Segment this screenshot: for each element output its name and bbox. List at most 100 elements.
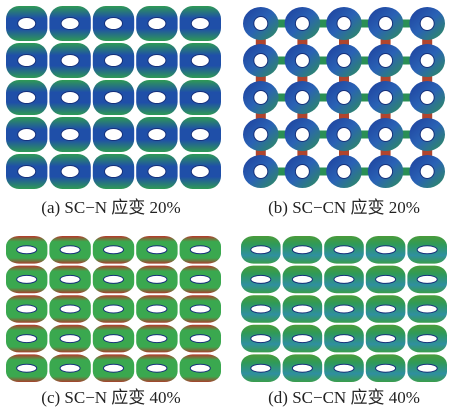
cell-hole xyxy=(146,334,168,344)
connector xyxy=(276,93,287,102)
cell-hole xyxy=(333,274,355,284)
cell-hole xyxy=(375,304,397,314)
cell-hole xyxy=(59,245,81,255)
cell-hole xyxy=(294,53,310,68)
connector xyxy=(276,167,287,176)
cell-hole xyxy=(147,128,167,141)
connector xyxy=(401,56,412,65)
cell-hole xyxy=(294,164,310,179)
cell-hole xyxy=(378,127,394,142)
connector xyxy=(359,130,370,139)
connector xyxy=(276,130,287,139)
cell-hole xyxy=(16,274,38,284)
cell-hole xyxy=(60,128,80,141)
cell-hole xyxy=(333,304,355,314)
connector xyxy=(339,149,349,157)
cell-hole xyxy=(60,165,80,178)
connector xyxy=(255,112,266,120)
connector xyxy=(255,38,266,46)
connector xyxy=(401,167,412,176)
cell-hole xyxy=(147,54,167,67)
cell-hole xyxy=(104,54,123,67)
connector xyxy=(297,112,308,120)
cell-hole xyxy=(416,363,438,373)
cell-hole xyxy=(103,274,124,284)
panel-caption: (b) SC−CN 应变 20% xyxy=(268,198,420,217)
cell-hole xyxy=(291,334,313,344)
connector xyxy=(359,167,370,176)
connector xyxy=(380,75,391,83)
cell-hole xyxy=(103,304,124,314)
cell-hole xyxy=(103,363,124,373)
cell-hole xyxy=(16,363,38,373)
cell-hole xyxy=(189,245,211,255)
connector xyxy=(318,93,329,102)
connector xyxy=(380,38,391,46)
cell-hole xyxy=(294,127,310,142)
cell-hole xyxy=(253,90,269,105)
cell-hole xyxy=(253,16,269,31)
cell-hole xyxy=(104,17,123,30)
connector xyxy=(359,19,370,28)
cell-hole xyxy=(291,274,313,284)
cell-hole xyxy=(103,245,124,255)
connector xyxy=(380,112,391,120)
cell-hole xyxy=(17,128,37,141)
cell-hole xyxy=(250,274,272,284)
cell-hole xyxy=(336,164,352,179)
cell-hole xyxy=(291,363,313,373)
cell-hole xyxy=(146,363,168,373)
connector xyxy=(359,93,370,102)
cell-hole xyxy=(294,16,310,31)
cell-hole xyxy=(16,304,38,314)
cell-hole xyxy=(375,363,397,373)
cell-hole xyxy=(104,128,123,141)
cell-hole xyxy=(103,334,124,344)
connector xyxy=(276,19,287,28)
connector xyxy=(297,38,308,46)
connector xyxy=(422,75,433,83)
panel-caption: (c) SC−N 应变 40% xyxy=(41,388,180,407)
connector xyxy=(297,75,308,83)
cell-hole xyxy=(378,90,394,105)
connector xyxy=(297,149,308,157)
cell-hole xyxy=(333,363,355,373)
cell-hole xyxy=(59,334,81,344)
cell-hole xyxy=(189,363,211,373)
connector xyxy=(339,38,349,46)
panel-caption: (a) SC−N 应变 20% xyxy=(41,198,180,217)
connector xyxy=(276,56,287,65)
cell-hole xyxy=(147,17,167,30)
cell-hole xyxy=(291,245,313,255)
cell-hole xyxy=(416,245,438,255)
cell-hole xyxy=(60,17,80,30)
cell-hole xyxy=(17,91,37,104)
cell-hole xyxy=(60,54,80,67)
cell-hole xyxy=(250,245,272,255)
connector xyxy=(401,19,412,28)
cell-hole xyxy=(147,91,167,104)
cell-hole xyxy=(190,91,210,104)
connector xyxy=(422,38,433,46)
connector xyxy=(401,130,412,139)
connector xyxy=(255,75,266,83)
cell-hole xyxy=(146,274,168,284)
cell-hole xyxy=(336,53,352,68)
cell-hole xyxy=(291,304,313,314)
cell-hole xyxy=(59,363,81,373)
cell-hole xyxy=(189,274,211,284)
connector xyxy=(318,167,329,176)
cell-hole xyxy=(189,334,211,344)
cell-hole xyxy=(253,53,269,68)
cell-hole xyxy=(104,91,123,104)
connector xyxy=(339,75,349,83)
cell-hole xyxy=(253,127,269,142)
cell-hole xyxy=(146,304,168,314)
cell-hole xyxy=(60,91,80,104)
cell-hole xyxy=(250,334,272,344)
cell-hole xyxy=(190,165,210,178)
cell-hole xyxy=(250,304,272,314)
cell-hole xyxy=(419,53,435,68)
cell-hole xyxy=(333,334,355,344)
